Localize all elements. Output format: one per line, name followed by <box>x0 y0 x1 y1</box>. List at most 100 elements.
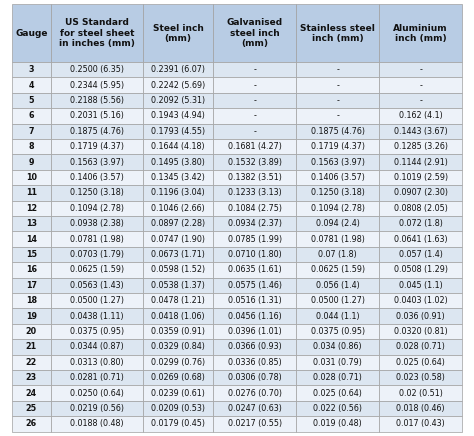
Bar <box>51 62 143 78</box>
Bar <box>213 78 296 93</box>
Bar <box>213 370 296 385</box>
Bar <box>213 308 296 324</box>
Bar <box>143 78 213 93</box>
Bar <box>296 170 379 185</box>
Bar <box>143 293 213 308</box>
Text: 7: 7 <box>28 127 34 136</box>
Text: 0.2242 (5.69): 0.2242 (5.69) <box>151 81 205 90</box>
Text: 0.0500 (1.27): 0.0500 (1.27) <box>70 296 124 305</box>
Text: -: - <box>336 96 339 105</box>
Text: 0.0299 (0.76): 0.0299 (0.76) <box>151 358 205 367</box>
Bar <box>51 293 143 308</box>
Text: -: - <box>253 112 256 120</box>
Bar <box>143 232 213 247</box>
Text: 18: 18 <box>26 296 37 305</box>
Bar <box>143 216 213 232</box>
Bar <box>296 93 379 108</box>
Text: 0.0344 (0.87): 0.0344 (0.87) <box>70 342 124 351</box>
Text: 0.0625 (1.59): 0.0625 (1.59) <box>70 266 124 274</box>
Text: 0.036 (0.91): 0.036 (0.91) <box>396 312 445 320</box>
Bar <box>143 139 213 154</box>
Text: 0.0563 (1.43): 0.0563 (1.43) <box>70 281 124 290</box>
Text: 0.1875 (4.76): 0.1875 (4.76) <box>311 127 365 136</box>
Bar <box>379 154 462 170</box>
Text: 3: 3 <box>28 65 34 74</box>
Bar <box>143 324 213 339</box>
Bar <box>51 170 143 185</box>
Text: 0.1285 (3.26): 0.1285 (3.26) <box>394 142 447 151</box>
Bar <box>51 108 143 124</box>
Text: 9: 9 <box>28 158 34 167</box>
Text: 0.0239 (0.61): 0.0239 (0.61) <box>151 388 205 398</box>
Text: Galvanised
steel inch
(mm): Galvanised steel inch (mm) <box>227 18 283 48</box>
Text: -: - <box>253 127 256 136</box>
Bar <box>12 262 51 278</box>
Bar <box>51 154 143 170</box>
Bar <box>143 62 213 78</box>
Text: 0.1563 (3.97): 0.1563 (3.97) <box>70 158 124 167</box>
Bar <box>51 232 143 247</box>
Bar <box>379 108 462 124</box>
Bar <box>379 370 462 385</box>
Text: 0.1793 (4.55): 0.1793 (4.55) <box>151 127 205 136</box>
Bar <box>51 262 143 278</box>
Bar <box>12 139 51 154</box>
Text: 0.1532 (3.89): 0.1532 (3.89) <box>228 158 282 167</box>
Bar <box>213 124 296 139</box>
Bar <box>213 324 296 339</box>
Bar <box>143 247 213 262</box>
Bar <box>143 416 213 432</box>
Bar <box>12 170 51 185</box>
Text: 25: 25 <box>26 404 37 413</box>
Bar <box>296 216 379 232</box>
Text: 0.0456 (1.16): 0.0456 (1.16) <box>228 312 282 320</box>
Bar <box>296 262 379 278</box>
Bar <box>379 324 462 339</box>
Text: 0.0418 (1.06): 0.0418 (1.06) <box>151 312 205 320</box>
Bar <box>12 324 51 339</box>
Bar <box>296 385 379 401</box>
Bar <box>213 4 296 62</box>
Bar <box>296 339 379 354</box>
Text: 0.056 (1.4): 0.056 (1.4) <box>316 281 360 290</box>
Text: 0.0641 (1.63): 0.0641 (1.63) <box>394 235 447 244</box>
Bar <box>379 232 462 247</box>
Bar <box>143 262 213 278</box>
Bar <box>51 416 143 432</box>
Text: 0.0781 (1.98): 0.0781 (1.98) <box>311 235 365 244</box>
Text: 0.1719 (4.37): 0.1719 (4.37) <box>311 142 365 151</box>
Bar <box>51 308 143 324</box>
Text: 0.0938 (2.38): 0.0938 (2.38) <box>70 219 124 228</box>
Bar <box>51 201 143 216</box>
Text: 0.0366 (0.93): 0.0366 (0.93) <box>228 342 282 351</box>
Bar <box>143 185 213 201</box>
Bar <box>143 401 213 416</box>
Bar <box>12 93 51 108</box>
Bar <box>143 170 213 185</box>
Bar <box>143 370 213 385</box>
Text: 13: 13 <box>26 219 37 228</box>
Bar <box>51 385 143 401</box>
Text: 0.0508 (1.29): 0.0508 (1.29) <box>394 266 447 274</box>
Bar <box>213 232 296 247</box>
Text: 0.0538 (1.37): 0.0538 (1.37) <box>151 281 205 290</box>
Text: -: - <box>336 65 339 74</box>
Bar <box>379 247 462 262</box>
Text: 15: 15 <box>26 250 37 259</box>
Bar <box>379 385 462 401</box>
Bar <box>12 185 51 201</box>
Bar <box>379 201 462 216</box>
Text: 8: 8 <box>28 142 34 151</box>
Text: 0.0269 (0.68): 0.0269 (0.68) <box>151 373 205 382</box>
Bar <box>213 293 296 308</box>
Text: 0.0329 (0.84): 0.0329 (0.84) <box>151 342 205 351</box>
Bar <box>12 339 51 354</box>
Bar <box>12 232 51 247</box>
Text: 0.0781 (1.98): 0.0781 (1.98) <box>70 235 124 244</box>
Bar <box>296 401 379 416</box>
Bar <box>296 293 379 308</box>
Bar <box>12 370 51 385</box>
Text: -: - <box>253 81 256 90</box>
Text: 0.1094 (2.78): 0.1094 (2.78) <box>70 204 124 213</box>
Bar <box>143 124 213 139</box>
